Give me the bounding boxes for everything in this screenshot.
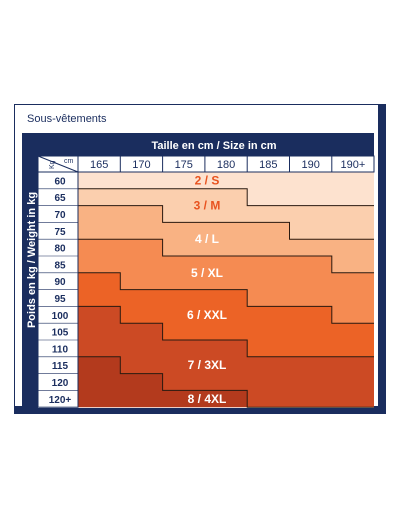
height-label: 190+ — [341, 159, 366, 171]
weight-label: 60 — [54, 176, 66, 187]
weight-label: 95 — [54, 294, 66, 305]
size-zone-7 — [78, 356, 374, 408]
zone-label: 7 / 3XL — [188, 358, 227, 372]
zone-boundary — [78, 205, 374, 240]
zone-boundary — [78, 356, 374, 408]
weight-label: 85 — [54, 260, 66, 271]
height-row — [37, 155, 375, 173]
frame-border-right — [378, 104, 386, 414]
zone-label: 8 / 4XL — [188, 392, 227, 406]
weight-label: 65 — [54, 193, 66, 204]
zone-label: 5 / XL — [191, 266, 223, 280]
weight-label: 120+ — [49, 395, 72, 406]
size-zone-2 — [78, 188, 374, 240]
size-zone-5 — [78, 272, 374, 357]
side-label: Poids en kg / Weight in kg — [26, 192, 38, 328]
zone-boundary — [78, 238, 374, 274]
header-bar — [38, 133, 374, 156]
zone-label: 6 / XXL — [187, 308, 227, 322]
weight-label: 90 — [54, 277, 66, 288]
zone-label: 3 / M — [194, 199, 221, 213]
zone-boundary — [78, 272, 374, 324]
weight-label: 105 — [52, 328, 69, 339]
weight-label: 110 — [52, 344, 69, 355]
corner-diagonal — [37, 155, 79, 173]
height-label: 175 — [175, 159, 193, 171]
weight-label: 120 — [52, 378, 69, 389]
zone-boundary — [78, 305, 374, 358]
zone-label: 2 / S — [195, 173, 220, 187]
weight-label: 115 — [52, 361, 69, 372]
weight-label: 80 — [54, 244, 66, 255]
height-label: 190 — [301, 159, 319, 171]
height-label: 165 — [90, 159, 108, 171]
height-label: 180 — [217, 159, 235, 171]
weight-label: 75 — [54, 227, 66, 238]
header-text: Taille en cm / Size in cm — [151, 140, 276, 152]
chart-title: Sous-vêtements — [27, 113, 107, 125]
size-zone-4 — [78, 239, 374, 324]
size-zone-6 — [78, 306, 374, 408]
height-label: 170 — [132, 159, 150, 171]
corner-cm: cm — [64, 158, 74, 165]
corner-kg: Kg — [49, 160, 56, 169]
zone-label: 4 / L — [195, 232, 219, 246]
frame-border-bottom — [14, 406, 386, 414]
weight-label: 70 — [54, 210, 66, 221]
side-bar — [22, 133, 38, 408]
weight-label: 100 — [52, 311, 69, 322]
height-label: 185 — [259, 159, 277, 171]
zone-boundary — [78, 188, 374, 207]
